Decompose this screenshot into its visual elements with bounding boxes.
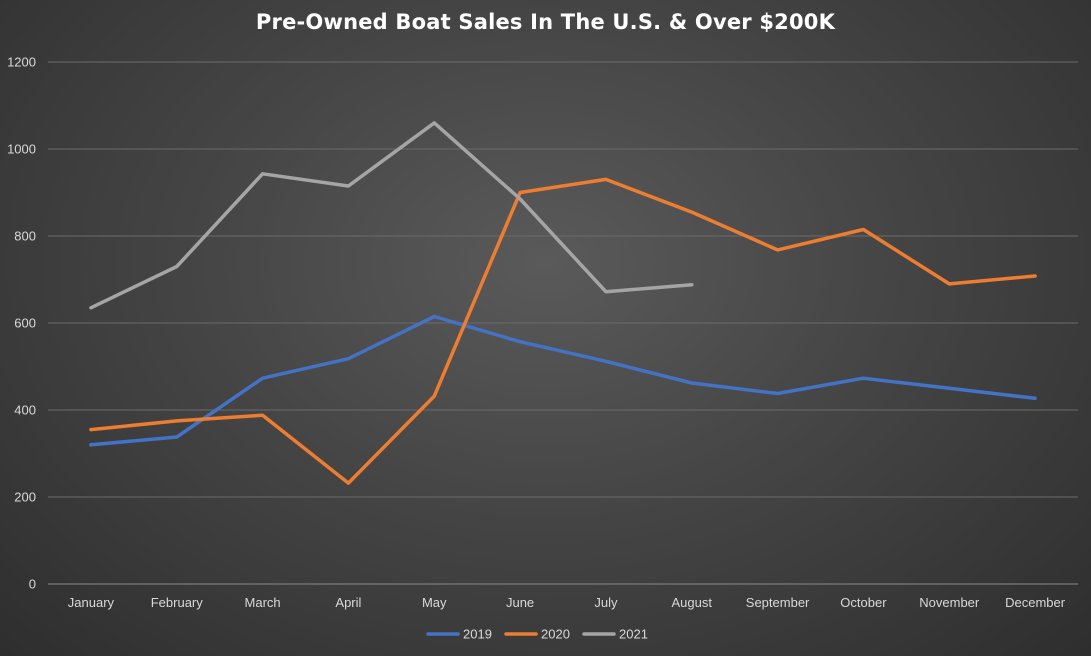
- x-tick-label: June: [506, 595, 534, 610]
- y-tick-label: 400: [14, 403, 36, 418]
- x-tick-label: December: [1005, 595, 1066, 610]
- y-tick-label: 200: [14, 490, 36, 505]
- y-tick-label: 1000: [7, 142, 36, 157]
- y-tick-label: 1200: [7, 55, 36, 70]
- y-tick-label: 0: [29, 577, 36, 592]
- x-tick-label: September: [746, 595, 810, 610]
- legend-label-2020: 2020: [541, 627, 570, 642]
- chart-title: Pre-Owned Boat Sales In The U.S. & Over …: [255, 10, 836, 34]
- gridlines: [48, 61, 1078, 585]
- x-tick-label: March: [245, 595, 281, 610]
- x-tick-label: May: [422, 595, 447, 610]
- series-line-2019: [89, 314, 1037, 447]
- x-tick-label: February: [151, 595, 204, 610]
- legend-label-2021: 2021: [619, 627, 648, 642]
- legend-label-2019: 2019: [463, 627, 492, 642]
- x-tick-label: July: [594, 595, 618, 610]
- x-tick-label: August: [672, 595, 713, 610]
- series-lines: [89, 121, 1037, 485]
- x-tick-label: January: [68, 595, 115, 610]
- series-line-2020: [89, 177, 1037, 485]
- x-tick-label: November: [919, 595, 980, 610]
- y-tick-label: 800: [14, 229, 36, 244]
- y-tick-label: 600: [14, 316, 36, 331]
- y-axis-ticks: 0 200 400 600 800 1000 1200: [7, 55, 36, 592]
- legend: 2019 2020 2021: [426, 627, 648, 642]
- x-tick-label: October: [840, 595, 887, 610]
- x-tick-label: April: [335, 595, 361, 610]
- x-axis-ticks: January February March April May June July Augu…: [68, 595, 1066, 610]
- series-line-2021: [89, 121, 694, 310]
